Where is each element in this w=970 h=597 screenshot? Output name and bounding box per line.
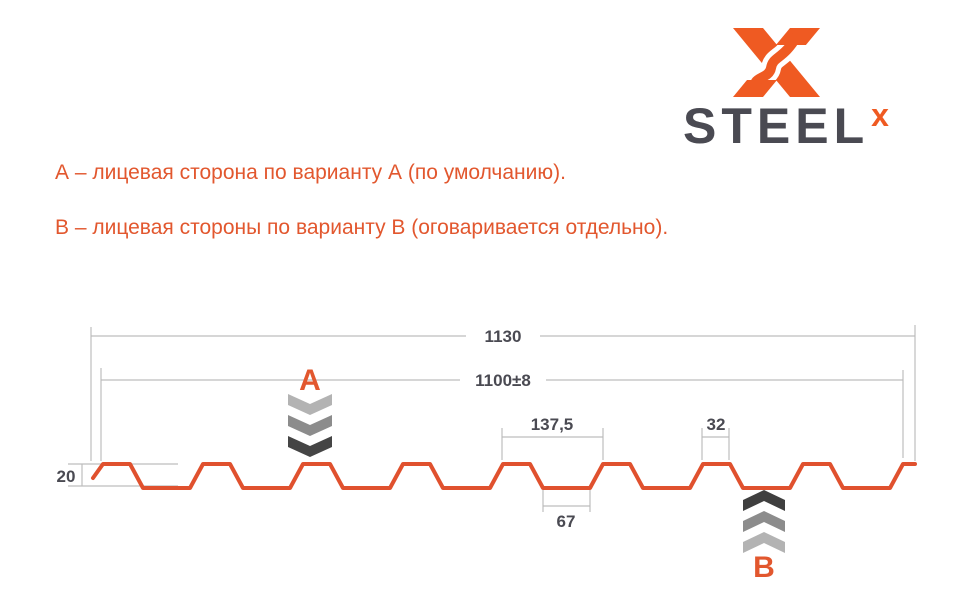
- marker-side-a: А: [288, 364, 332, 457]
- dim-working-width: 1100±8: [100, 368, 904, 461]
- brand-sup-x: x: [871, 97, 889, 133]
- note-variant-b: В – лицевая стороны по варианту В (огова…: [55, 216, 669, 239]
- brand-wordmark: STEEL x: [683, 97, 889, 154]
- dim-rib-top: 32: [701, 415, 730, 460]
- dim-height: 20: [57, 463, 178, 487]
- logo-s-ribbon: [750, 31, 802, 95]
- dim-valley: 67: [542, 490, 591, 531]
- note-variant-a: А – лицевая сторона по варианту А (по ум…: [55, 161, 566, 184]
- marker-b-letter: В: [753, 551, 775, 584]
- dim-label-working-width: 1100±8: [475, 371, 531, 390]
- chevron-up-icon: [743, 490, 785, 511]
- chevron-up-icon: [743, 532, 785, 553]
- marker-a-letter: А: [299, 364, 321, 397]
- dim-label-overall-width: 1130: [485, 327, 522, 346]
- chevron-down-icon: [288, 394, 332, 415]
- steelx-logo-icon: [733, 28, 820, 97]
- marker-side-b: В: [743, 490, 785, 584]
- dim-overall-width: 1130: [90, 325, 916, 461]
- dim-label-rib-top: 32: [707, 415, 726, 434]
- dim-label-rib-pitch: 137,5: [531, 415, 574, 434]
- brand-name: STEEL: [683, 98, 870, 154]
- chevron-down-icon: [288, 415, 332, 436]
- dim-rib-pitch: 137,5: [501, 415, 604, 460]
- dim-label-valley: 67: [557, 512, 576, 531]
- dim-label-height: 20: [57, 467, 76, 486]
- chevron-down-icon: [288, 436, 332, 457]
- chevron-up-icon: [743, 511, 785, 532]
- profile-sheet-line: [91, 462, 917, 490]
